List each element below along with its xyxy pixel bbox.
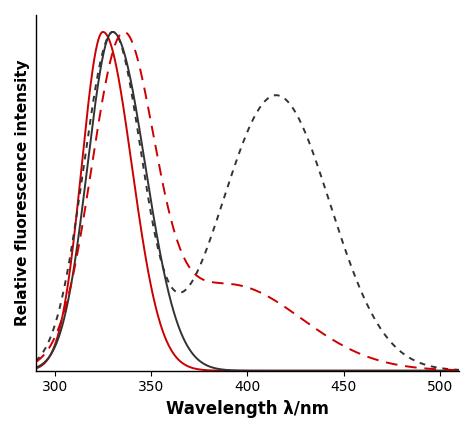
Y-axis label: Relative fluorescence intensity: Relative fluorescence intensity: [15, 60, 30, 326]
X-axis label: Wavelength λ/nm: Wavelength λ/nm: [166, 400, 329, 418]
